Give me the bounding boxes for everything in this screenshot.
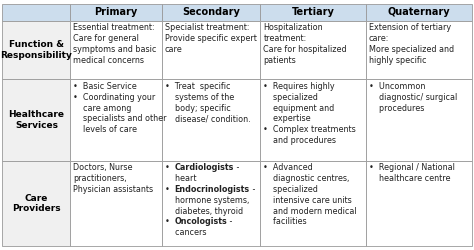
Text: Care for general: Care for general [73,34,139,43]
Bar [2,79,71,160]
Text: Doctors, Nurse: Doctors, Nurse [73,163,133,172]
Text: specialized: specialized [264,185,318,194]
Text: practitioners,: practitioners, [73,174,127,183]
Text: diabetes, thyroid: diabetes, thyroid [165,206,243,216]
Bar [366,160,472,246]
Bar [71,79,162,160]
Text: treatment:: treatment: [264,34,307,43]
Text: facilities: facilities [264,218,307,226]
Bar [162,160,261,246]
Text: medical concerns: medical concerns [73,56,144,65]
Text: Endocrinologists: Endocrinologists [174,185,250,194]
Text: Specialist treatment:: Specialist treatment: [165,23,249,32]
Text: -: - [228,218,233,226]
Text: •  Complex treatments: • Complex treatments [264,125,356,134]
Text: •  Treat  specific: • Treat specific [165,82,230,91]
Text: More specialized and: More specialized and [369,45,454,54]
Text: Provide specific expert: Provide specific expert [165,34,256,43]
Bar [71,21,162,79]
Bar [162,79,261,160]
Bar [366,79,472,160]
Text: •  Regional / National: • Regional / National [369,163,455,172]
Text: Healthcare
Services: Healthcare Services [9,110,64,130]
Text: Essential treatment:: Essential treatment: [73,23,155,32]
Bar [2,4,71,21]
Text: patients: patients [264,56,296,65]
Text: •  Requires highly: • Requires highly [264,82,335,91]
Text: Care for hospitalized: Care for hospitalized [264,45,347,54]
Text: highly specific: highly specific [369,56,427,65]
Text: Secondary: Secondary [182,7,240,17]
Text: care: care [165,45,182,54]
Text: diagnostic centres,: diagnostic centres, [264,174,350,183]
Text: hormone systems,: hormone systems, [165,196,249,205]
Text: Physician assistants: Physician assistants [73,185,154,194]
Bar [261,160,366,246]
Text: Tertiary: Tertiary [292,7,335,17]
Bar [2,21,71,79]
Text: and procedures: and procedures [264,136,337,145]
Text: intensive care units: intensive care units [264,196,352,205]
Text: and modern medical: and modern medical [264,206,357,216]
Text: systems of the: systems of the [165,93,234,102]
Text: Quaternary: Quaternary [388,7,450,17]
Text: -: - [234,163,239,172]
Text: Primary: Primary [94,7,138,17]
Bar [162,4,261,21]
Bar [366,4,472,21]
Text: levels of care: levels of care [73,125,137,134]
Text: Oncologists: Oncologists [174,218,228,226]
Text: •: • [165,163,174,172]
Bar [261,21,366,79]
Text: Cardiologists: Cardiologists [174,163,234,172]
Text: specialized: specialized [264,93,318,102]
Text: healthcare centre: healthcare centre [369,174,450,183]
Text: Function &
Responsibility: Function & Responsibility [0,40,73,60]
Bar [366,21,472,79]
Text: body; specific: body; specific [165,104,230,112]
Text: Care
Providers: Care Providers [12,194,61,213]
Bar [2,160,71,246]
Text: •  Coordinating your: • Coordinating your [73,93,155,102]
Text: •  Basic Service: • Basic Service [73,82,137,91]
Text: equipment and: equipment and [264,104,335,112]
Bar [162,21,261,79]
Text: specialists and other: specialists and other [73,114,167,124]
Text: care:: care: [369,34,389,43]
Bar [71,4,162,21]
Bar [261,4,366,21]
Text: •: • [165,185,174,194]
Text: •  Advanced: • Advanced [264,163,313,172]
Text: •  Uncommon: • Uncommon [369,82,425,91]
Text: symptoms and basic: symptoms and basic [73,45,156,54]
Text: disease/ condition.: disease/ condition. [165,114,250,124]
Text: expertise: expertise [264,114,311,124]
Text: Hospitalization: Hospitalization [264,23,323,32]
Bar [71,160,162,246]
Text: •: • [165,218,174,226]
Text: -: - [250,185,255,194]
Text: cancers: cancers [165,228,206,237]
Text: procedures: procedures [369,104,424,112]
Text: care among: care among [73,104,132,112]
Text: heart: heart [165,174,196,183]
Text: Extension of tertiary: Extension of tertiary [369,23,451,32]
Text: diagnostic/ surgical: diagnostic/ surgical [369,93,457,102]
Bar [261,79,366,160]
